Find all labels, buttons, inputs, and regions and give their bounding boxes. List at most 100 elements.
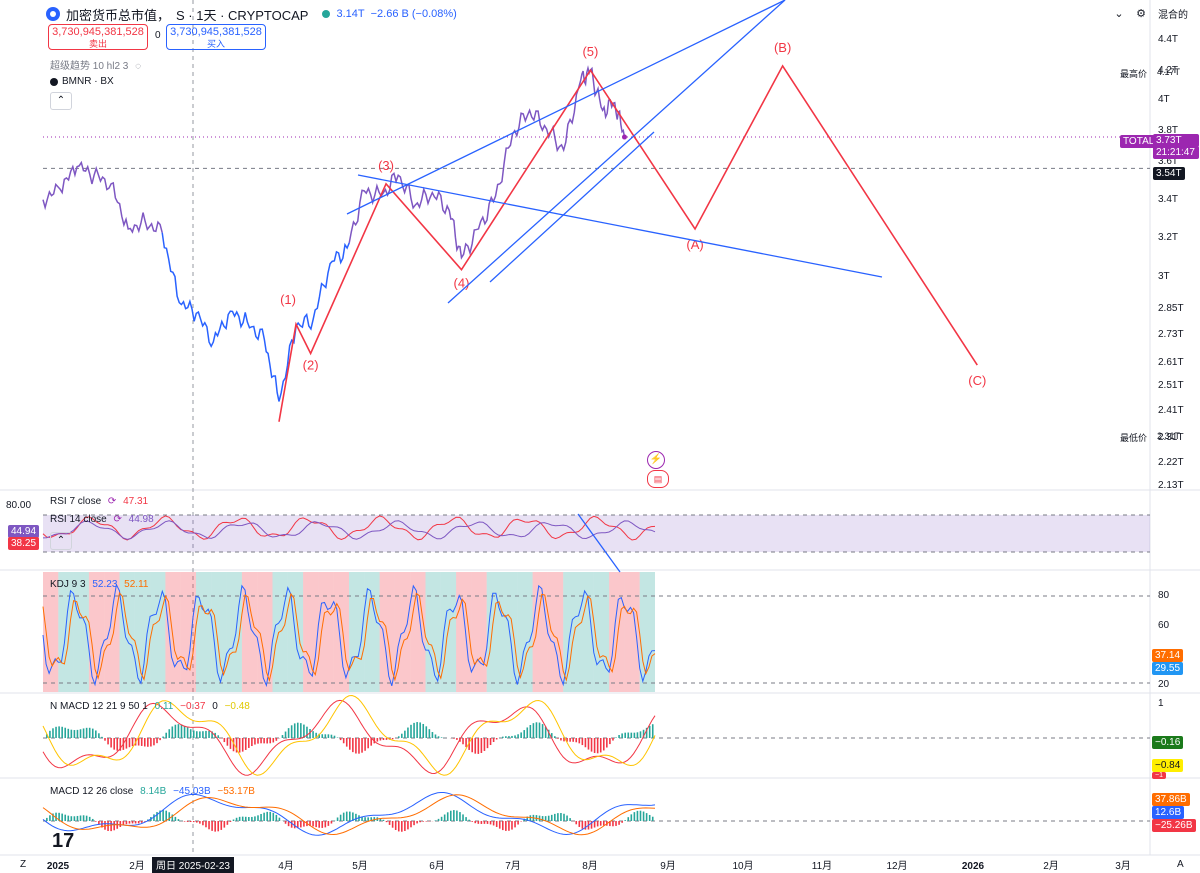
price-tick: 3.2T [1158,232,1178,243]
nmacd-hist-bar [428,729,431,738]
symbol-interval[interactable]: S · 1天 · CRYPTOCAP [176,7,309,23]
macd-legend[interactable]: MACD 12 26 close 8.14B −45.03B −53.17B [50,786,255,797]
macd-hist-bar [107,821,109,831]
nmacd-hist-bar [440,737,443,738]
macd-hist-bar [88,816,91,821]
time-tick: 7月 [505,860,521,872]
macd-hist-bar [296,821,299,829]
macd-hist-bar [211,821,213,831]
sell-button[interactable]: 3,730,945,381,528 卖出 [48,24,148,50]
time-tick: 9月 [660,860,676,872]
price-tick: 2.51T [1158,380,1184,391]
nmacd-hist-bar [517,734,519,738]
kdj-bg-bar [241,572,258,692]
macd-hist-bar [434,820,437,821]
macd-hist-bar [449,810,452,821]
nmacd-hist-bar [642,729,645,738]
wave-label: (3) [378,158,394,173]
symbol-title[interactable]: 加密货币总市值， [66,7,171,23]
macd-hist-bar [315,821,317,828]
kdj-bg-bar [379,572,395,692]
nmacd-hist-bar [85,727,88,738]
rsi14-legend[interactable]: RSI 14 close ⟳ 44.98 [50,514,154,525]
macd-hist-bar [483,821,486,824]
auto-scale-button[interactable]: A [1177,859,1184,870]
settings-icon[interactable]: ⚙ [1136,8,1146,20]
supertrend-legend[interactable]: 超级趋势 10 hl2 3 ◌ [50,57,141,72]
nmacd-legend[interactable]: N MACD 12 21 9 50 1 0.11 −0.37 0 −0.48 [50,701,250,712]
nmacd-hist-bar [535,722,538,738]
macd-hist-bar [290,821,293,828]
macd-hist-bar [404,821,406,831]
nmacd-hist-bar [248,738,250,748]
nmacd-hist-bar [306,726,308,738]
macd-v2: −45.03B [173,786,211,797]
macd-hist-bar [241,816,244,821]
nmacd-hist-bar [300,723,302,738]
macd-hist-bar [327,821,330,826]
macd-hist-bar [61,813,63,821]
time-tick: 3月 [1115,860,1131,872]
trend-line [489,131,655,283]
nmacd-hist-bar [477,738,480,754]
rsi7-settings-icon[interactable]: ⟳ [107,496,117,507]
nmacd-hist-bar [486,738,489,749]
elliott-wave-line [278,64,978,422]
kdj-legend[interactable]: KDJ 9 3 52.23 52.11 [50,579,148,590]
nmacd-hist-bar [290,725,293,738]
collapse-legend-button[interactable]: ⌃ [50,92,72,110]
macd-hist-bar [79,815,82,821]
price-tick: 4T [1158,94,1170,105]
rsi-collapse-button[interactable]: ⌃ [50,532,72,550]
chevron-down-icon[interactable]: ⌄ [1114,8,1124,20]
kdj-bg-bar [456,572,472,692]
wave-label: (2) [303,357,319,372]
kdj-bg-bar [547,572,564,692]
macd-hist-bar [453,810,455,821]
macd-hist-bar [511,821,513,830]
hide-eye-icon[interactable]: ◌ [135,61,142,72]
macd-hist-bar [462,814,464,821]
scale-mode[interactable]: 混合的 [1158,10,1188,21]
price-tick: 2.73T [1158,329,1184,340]
nmacd-line [42,699,656,776]
low-price-label: 最低价 [1120,433,1148,443]
macd-hist-bar [192,821,195,823]
macd-hist-bar [153,814,155,821]
macd-hist-bar [645,813,648,821]
nmacd-hist-bar [241,738,244,752]
nmacd-hist-bar [382,738,385,741]
macd-axis-b: 12.6B [1152,806,1185,819]
nmacd-hist-bar [401,733,403,738]
nmacd-hist-bar [468,738,470,750]
nmacd-hist-bar [168,729,171,738]
kdj-bg-bar [180,572,196,692]
macd-hist-bar [251,816,253,821]
nmacd-hist-bar [55,726,57,738]
nmacd-hist-bar [104,738,106,741]
trend-line [357,174,883,278]
nmacd-hist-bar [612,738,614,741]
compare-symbol-icon [50,77,58,86]
compare-symbol[interactable]: BMNR · BX [50,76,114,87]
rsi-axis-b: 38.25 [8,537,40,550]
macd-axis-c: −25.26B [1152,819,1196,832]
buy-button[interactable]: 3,730,945,381,528 买入 [166,24,266,50]
zoom-z-button[interactable]: Z [20,859,27,870]
nmacd-hist-bar [342,738,345,744]
macd-hist-bar [82,815,85,821]
nmacd-axis-a: −0.16 [1152,736,1184,749]
compare-symbol-label: BMNR · BX [62,76,114,87]
event-flag-icon[interactable]: ▤ [647,470,669,488]
rsi14-settings-icon[interactable]: ⟳ [113,514,122,525]
time-tick: 2026 [962,861,985,872]
macd-axis-a: 37.86B [1152,793,1190,806]
spread-value: 0 [155,30,161,41]
wave-label: (A) [686,237,703,252]
macd-hist-bar [495,821,498,827]
nmacd-hist-bar [407,727,409,738]
nmacd-hist-bar [49,730,51,738]
event-lightning-icon[interactable]: ⚡ [647,451,665,469]
price-tick: 2.61T [1158,357,1184,368]
rsi7-legend[interactable]: RSI 7 close ⟳ 47.31 [50,496,148,507]
